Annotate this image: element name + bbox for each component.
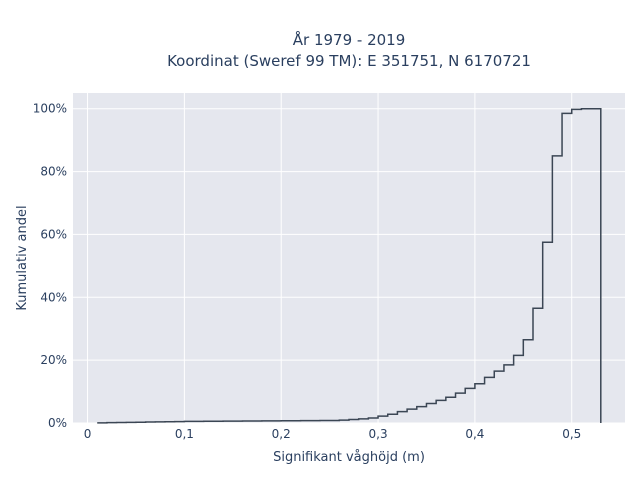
x-tick-label: 0 — [84, 427, 92, 441]
grid-lines — [73, 93, 625, 424]
y-tick-label: 100% — [33, 102, 67, 116]
x-tick-label: 0,2 — [272, 427, 291, 441]
x-axis-title: Signifikant våghöjd (m) — [273, 450, 425, 465]
x-tick-label: 0,1 — [175, 427, 194, 441]
x-tick-label: 0,4 — [465, 427, 484, 441]
plot-area — [73, 93, 625, 423]
y-tick-label: 60% — [40, 227, 67, 241]
y-tick-label: 0% — [48, 416, 67, 430]
tick-labels: 0 0,1 0,2 0,3 0,4 0,5 0% 20% 40% 60% 80% 100% — [33, 102, 582, 441]
y-tick-label: 40% — [40, 290, 67, 304]
chart-title-line-1: År 1979 - 2019 — [293, 30, 406, 49]
chart-title-line-2: Koordinat (Sweref 99 TM): E 351751, N 61… — [167, 52, 531, 70]
x-tick-label: 0,5 — [562, 427, 581, 441]
x-tick-label: 0,3 — [369, 427, 388, 441]
series-layer — [97, 107, 602, 424]
y-tick-label: 80% — [40, 165, 67, 179]
series-line-0 — [97, 107, 602, 424]
y-tick-label: 20% — [40, 353, 67, 367]
y-axis-title: Kumulativ andel — [15, 205, 30, 310]
